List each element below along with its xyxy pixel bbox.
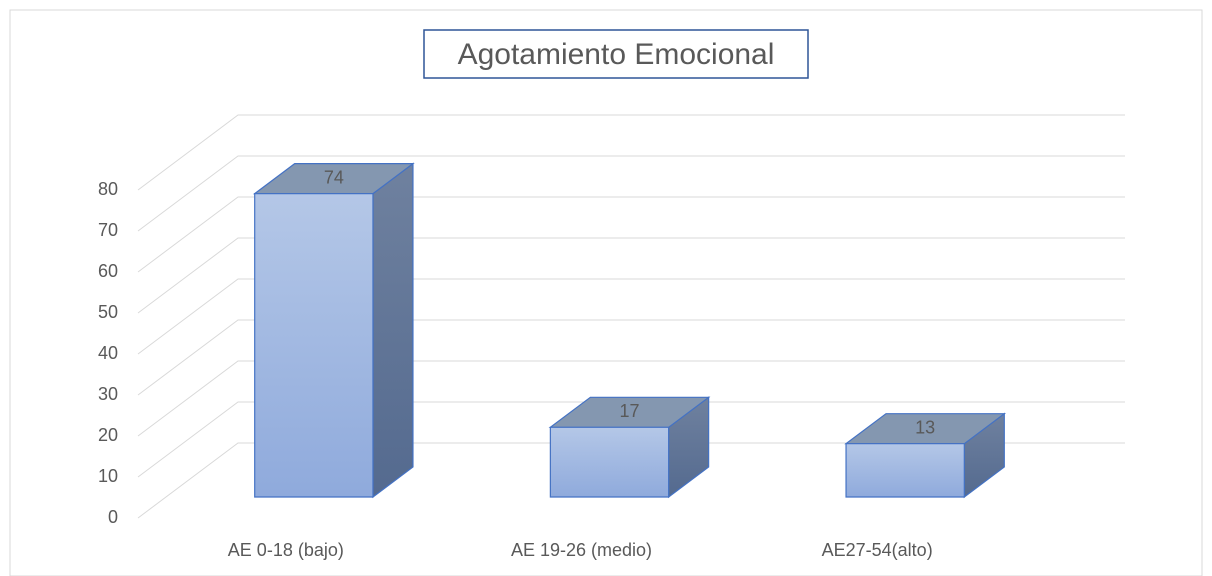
y-tick-label: 40 [98, 343, 118, 363]
bar-side [372, 162, 414, 499]
grid-line [137, 401, 1125, 478]
title-box [423, 29, 809, 79]
grid-line [137, 155, 1125, 232]
bar [844, 412, 1007, 499]
grid-line [137, 237, 1125, 314]
chart-title: Agotamiento Emocional [458, 38, 775, 71]
grid-line [137, 114, 1125, 191]
y-tick-label: 80 [98, 179, 118, 199]
bar [548, 396, 711, 499]
grid-line [137, 442, 1125, 519]
x-tick-label: AE 19-26 (medio) [511, 540, 652, 560]
x-tick-label: AE 0-18 (bajo) [228, 540, 344, 560]
value-label: 13 [915, 417, 935, 437]
grid-line [137, 196, 1125, 273]
bar [252, 162, 415, 499]
bar-front [845, 443, 965, 498]
value-label: 17 [619, 401, 639, 421]
y-tick-label: 10 [98, 466, 118, 486]
y-tick-label: 0 [108, 507, 118, 527]
y-tick-label: 60 [98, 261, 118, 281]
grid-line [137, 278, 1125, 355]
value-label: 74 [324, 167, 344, 187]
y-tick-label: 50 [98, 302, 118, 322]
y-tick-label: 30 [98, 384, 118, 404]
bar-front [549, 426, 670, 498]
x-tick-label: AE27-54(alto) [822, 540, 933, 560]
y-tick-label: 20 [98, 425, 118, 445]
grid-line [137, 360, 1125, 437]
grid-line [137, 319, 1125, 396]
bar-front [254, 193, 374, 498]
y-tick-label: 70 [98, 220, 118, 240]
